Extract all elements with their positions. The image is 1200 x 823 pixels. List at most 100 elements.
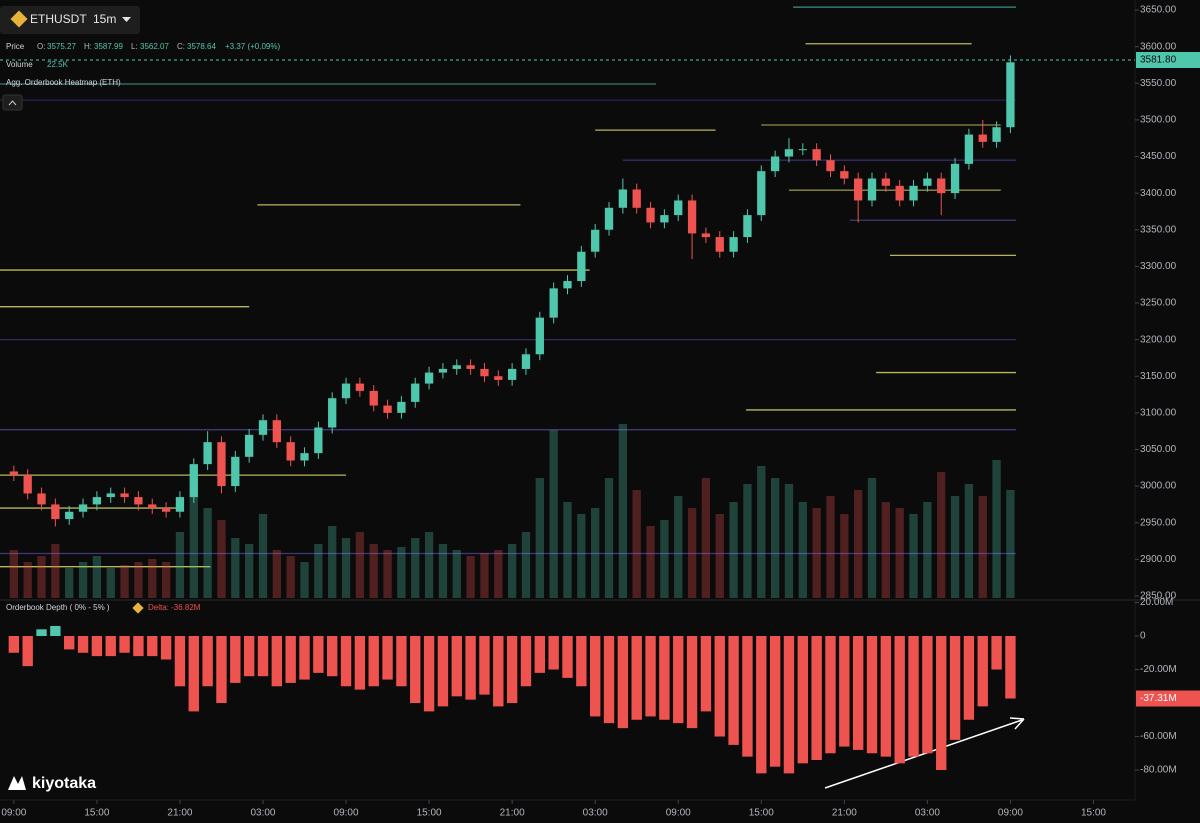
candle-body: [535, 317, 544, 355]
depth-bar: [977, 636, 988, 707]
volume-bar: [591, 508, 600, 598]
volume-bar: [743, 484, 752, 598]
depth-bar: [769, 636, 781, 767]
volume-bar: [65, 568, 74, 598]
y-tick-label: 3650.00: [1140, 5, 1177, 16]
candle-body: [992, 127, 1001, 142]
price-label: Price: [6, 42, 25, 51]
ohlc-value: 3578.64: [187, 42, 216, 51]
volume-bar: [397, 547, 406, 598]
annotation-arrow: [824, 719, 1023, 789]
depth-bar: [64, 636, 75, 650]
candle-body: [106, 493, 115, 498]
volume-bar: [992, 460, 1001, 598]
candle-body: [840, 171, 849, 179]
depth-bar: [285, 636, 296, 683]
y-tick-label: -60.00M: [1140, 731, 1177, 742]
depth-bar: [479, 636, 490, 695]
volume-bar: [798, 502, 807, 598]
ohlc-value: 3587.99: [94, 42, 123, 51]
volume-bar: [217, 520, 226, 598]
depth-label: Orderbook Depth ( 0% - 5% ): [6, 603, 110, 612]
candle-body: [964, 134, 974, 164]
depth-bar: [659, 636, 670, 720]
volume-bar: [78, 562, 88, 598]
volume-bar: [867, 478, 877, 598]
depth-bar: [783, 636, 795, 774]
depth-bar: [548, 636, 559, 670]
ohlc-label: O:: [37, 42, 45, 51]
candle-body: [923, 178, 932, 186]
volume-bar: [328, 526, 337, 598]
delta-value: Delta: -36.82M: [148, 603, 201, 612]
candle-body: [715, 237, 724, 252]
volume-bar: [314, 544, 323, 598]
candle-body: [937, 178, 946, 194]
volume-bar: [106, 568, 115, 598]
volume-bar: [148, 559, 157, 598]
depth-bar: [22, 636, 33, 667]
volume-bar: [854, 490, 863, 598]
depth-bar: [852, 636, 864, 750]
candle-body: [549, 288, 558, 318]
volume-bar: [507, 544, 517, 598]
x-tick-label: 21:00: [167, 808, 192, 819]
current-price-box: [1136, 51, 1200, 68]
candle-body: [134, 497, 143, 505]
depth-bar: [631, 636, 642, 720]
symbol[interactable]: ETHUSDT: [30, 12, 87, 26]
interval[interactable]: 15m: [93, 12, 116, 26]
volume-bar: [120, 565, 129, 598]
depth-bar: [313, 636, 324, 673]
depth-bar: [216, 636, 227, 704]
y-tick-label: 2950.00: [1140, 517, 1177, 528]
y-tick-label: 3550.00: [1140, 78, 1177, 89]
ohlc-value: 3562.07: [140, 42, 169, 51]
y-tick-label: 3300.00: [1140, 261, 1177, 272]
volume-bar: [521, 532, 531, 598]
volume-bar: [937, 472, 946, 598]
depth-bar: [866, 636, 878, 754]
y-tick-label: 2900.00: [1140, 554, 1177, 565]
volume-bar: [784, 484, 794, 598]
symbol-box[interactable]: [0, 6, 140, 34]
ohlc-label: C:: [177, 42, 185, 51]
candle-body: [51, 504, 60, 520]
depth-bar: [160, 636, 172, 660]
candle-body: [452, 365, 461, 369]
y-tick-label: 3050.00: [1140, 444, 1177, 455]
volume-bar: [452, 550, 461, 598]
volume-bar: [687, 508, 697, 598]
depth-bar: [105, 636, 116, 657]
candle-body: [466, 365, 475, 369]
volume-bar: [175, 532, 185, 598]
volume-bar: [840, 514, 849, 598]
x-tick-label: 15:00: [749, 808, 774, 819]
y-tick-label: 3600.00: [1140, 41, 1177, 52]
y-tick-label: 3500.00: [1140, 115, 1177, 126]
candle-body: [701, 233, 711, 238]
volume-bar: [826, 496, 835, 598]
x-tick-label: 03:00: [583, 808, 608, 819]
interval-dropdown[interactable]: [122, 17, 131, 22]
plot-layer: [0, 6, 1016, 598]
candle-body: [189, 464, 198, 498]
depth-bar: [811, 636, 822, 760]
volume-bar: [715, 514, 724, 598]
candle-body: [1006, 62, 1015, 128]
candle-body: [9, 471, 18, 476]
volume-bar: [244, 544, 254, 598]
candle-body: [743, 215, 752, 238]
candle-body: [438, 368, 448, 373]
depth-bar: [880, 636, 892, 757]
depth-bar: [562, 636, 573, 678]
volume-bar: [341, 538, 351, 598]
x-tick-label: 15:00: [417, 808, 442, 819]
depth-bar: [645, 636, 656, 717]
volume-bar: [812, 508, 821, 598]
candle-body: [812, 149, 821, 161]
volume-label: Volume: [6, 60, 33, 69]
collapse-button[interactable]: [2, 94, 23, 111]
volume-bar: [23, 562, 32, 598]
depth-bar: [77, 636, 89, 653]
